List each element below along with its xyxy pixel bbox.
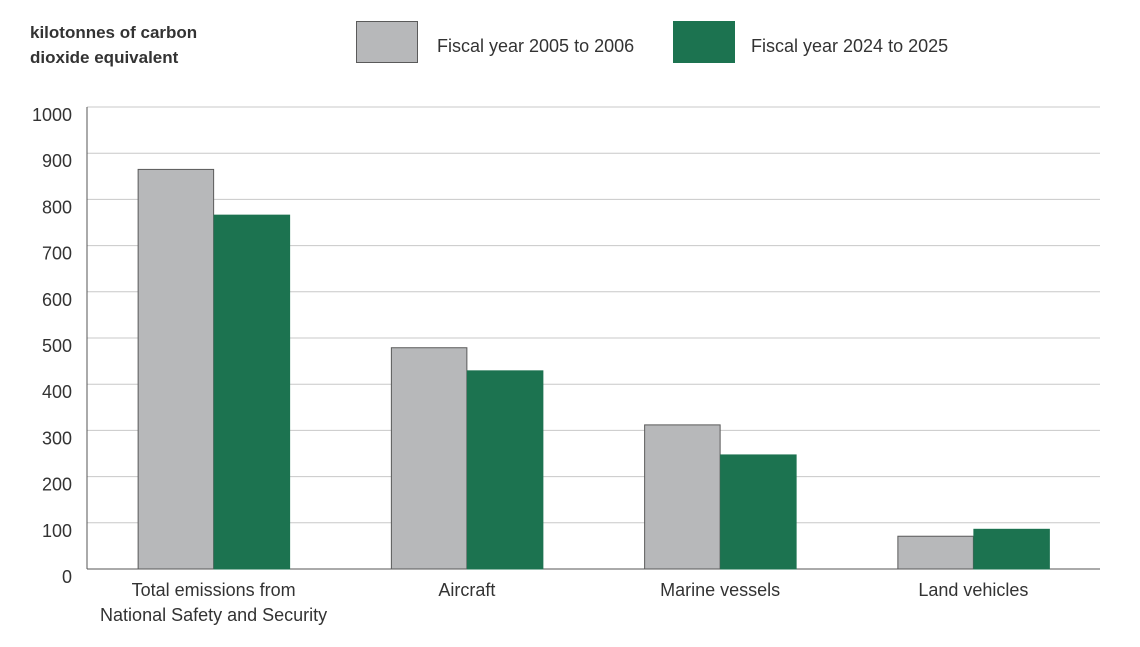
y-tick-label-0: 0 (62, 567, 72, 587)
legend-label-2024: Fiscal year 2024 to 2025 (751, 36, 949, 56)
x-category-label-0-1: National Safety and Security (100, 605, 327, 625)
y-tick-label-200: 200 (42, 475, 72, 495)
bar-2005-1 (390, 347, 468, 570)
bar-2005-0 (137, 168, 215, 570)
y-tick-label-900: 900 (42, 151, 72, 171)
y-tick-label-700: 700 (42, 244, 72, 264)
x-category-label-3-0: Land vehicles (918, 580, 1028, 600)
y-tick-label-100: 100 (42, 521, 72, 541)
y-tick-label-300: 300 (42, 428, 72, 448)
bar-2024-0 (213, 214, 291, 570)
x-category-label-1-0: Aircraft (438, 580, 495, 600)
legend-swatch-2005 (356, 21, 418, 63)
bar-2024-2 (720, 454, 797, 570)
y-tick-label-800: 800 (42, 197, 72, 217)
bar-2024-1 (466, 370, 544, 570)
y-tick-label-1000: 1000 (32, 105, 72, 125)
bar-2024-3 (973, 528, 1050, 570)
x-category-label-2-0: Marine vessels (660, 580, 780, 600)
y-tick-label-600: 600 (42, 290, 72, 310)
legend-label-2005: Fiscal year 2005 to 2006 (437, 36, 635, 56)
y-axis-title-line-1: kilotonnes of carbon (30, 23, 198, 42)
y-tick-label-500: 500 (42, 336, 72, 356)
y-axis-title-line-2: dioxide equivalent (30, 48, 179, 67)
legend-swatch-2024 (673, 21, 735, 63)
y-tick-label-400: 400 (42, 382, 72, 402)
x-category-label-0-0: Total emissions from (132, 580, 296, 600)
bar-2005-2 (644, 424, 721, 570)
bar-2005-3 (897, 535, 974, 570)
y-axis-title: kilotonnes of carbon dioxide equivalent (30, 20, 197, 70)
